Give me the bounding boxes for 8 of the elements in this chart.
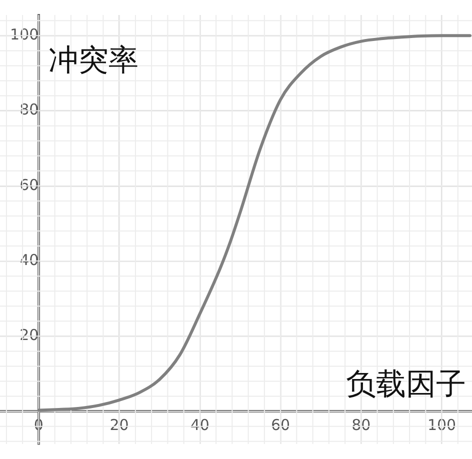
line-series	[37, 34, 472, 412]
x-tick-label: 80	[352, 416, 371, 434]
x-tick-label: 60	[270, 416, 290, 434]
x-axis-title: 负载因子	[346, 367, 466, 402]
x-tick-label: 20	[110, 416, 129, 434]
x-tick-label: 40	[190, 416, 210, 434]
x-tick-label: 100	[427, 416, 456, 434]
y-axis-title: 冲突率	[48, 42, 139, 78]
